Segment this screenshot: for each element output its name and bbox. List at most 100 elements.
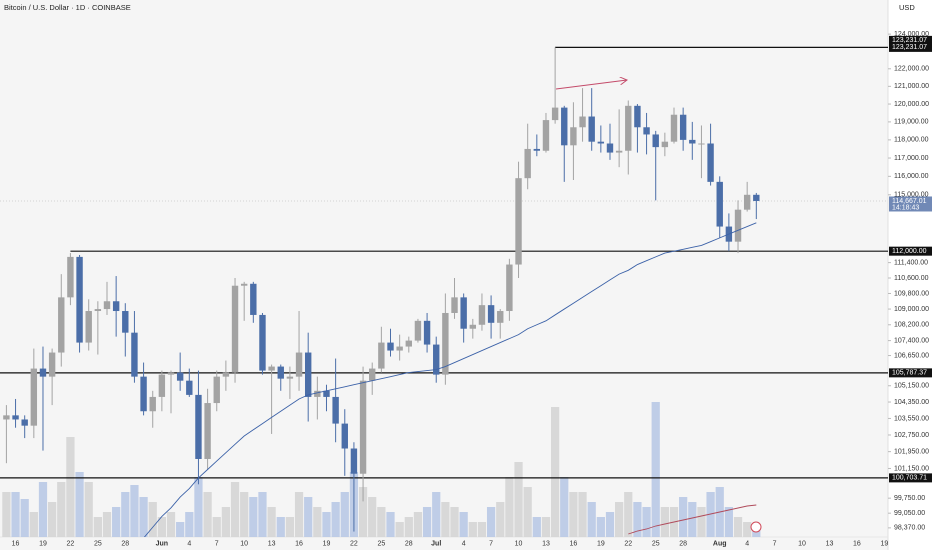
y-tick-label: 103,550.00 xyxy=(894,415,929,422)
candle-body xyxy=(442,312,449,375)
volume-bar xyxy=(404,517,413,537)
x-tick-label: 13 xyxy=(826,540,834,547)
candle-body xyxy=(323,390,330,397)
x-tick-label: 19 xyxy=(597,540,605,547)
volume-bar xyxy=(112,507,121,537)
y-tick-label: 122,000.00 xyxy=(894,66,929,73)
y-tick-label: 111,400.00 xyxy=(894,259,928,266)
volume-bar xyxy=(733,517,743,537)
x-tick-label: 16 xyxy=(12,540,20,547)
candle-body xyxy=(112,301,120,312)
x-tick-label: 22 xyxy=(67,540,75,547)
level-label-bg xyxy=(889,42,932,52)
candle-body xyxy=(433,344,440,375)
volume-bar xyxy=(75,472,84,537)
level-label-bg xyxy=(889,368,932,378)
x-tick-label: 4 xyxy=(187,540,191,547)
volume-bar xyxy=(148,502,157,537)
y-tick-label: 109,000.00 xyxy=(894,306,929,313)
x-tick-label: 16 xyxy=(570,540,578,547)
volume-bar xyxy=(313,507,322,537)
level-label-box: 100,703.71 xyxy=(889,473,932,483)
volume-bar xyxy=(185,512,194,537)
candle-body xyxy=(634,105,641,128)
volume-bar xyxy=(505,477,514,537)
volume-bar xyxy=(724,507,733,537)
volume-bar xyxy=(450,507,459,537)
volume-bar xyxy=(624,492,633,537)
level-label: 112,000.00 xyxy=(892,248,927,255)
candle-body xyxy=(414,320,422,341)
candle-body xyxy=(405,340,412,347)
volume-bar xyxy=(322,512,331,537)
candle-body xyxy=(176,372,184,381)
candle-body xyxy=(487,305,495,323)
candle-body xyxy=(277,366,284,379)
candle-body xyxy=(542,120,550,151)
y-tick-label: 98,370.00 xyxy=(894,525,925,532)
volume-bar xyxy=(550,407,560,537)
y-tick-label: 117,000.00 xyxy=(894,155,929,162)
event-icon[interactable] xyxy=(750,521,762,533)
volume-bar xyxy=(340,492,349,537)
volume-bar xyxy=(249,497,258,537)
trend-arrow xyxy=(555,80,627,90)
level-label-bg xyxy=(889,473,932,483)
y-tick-label: 115,000.00 xyxy=(894,192,929,199)
x-tick-label: 19 xyxy=(880,540,888,547)
candle-body xyxy=(213,376,220,404)
candle-body xyxy=(359,380,367,474)
y-tick-label: 104,350.00 xyxy=(894,399,929,406)
volume-bar xyxy=(706,492,715,537)
volume-bar xyxy=(2,492,11,537)
candle-body xyxy=(423,320,431,345)
volume-bar xyxy=(57,482,66,537)
currency-label: USD xyxy=(899,3,915,12)
volume-bar xyxy=(102,512,112,537)
y-tick-label: 120,000.00 xyxy=(894,101,929,108)
x-tick-label: 10 xyxy=(798,540,806,547)
candle-body xyxy=(369,368,376,381)
candle-body xyxy=(615,150,623,153)
candle-body xyxy=(67,256,74,298)
countdown-label: 14:18:43 xyxy=(892,204,919,211)
level-label-box: 105,787.37 xyxy=(889,368,932,378)
volume-bar xyxy=(331,502,340,537)
candle-body xyxy=(378,342,385,369)
candle-body xyxy=(497,311,504,323)
y-tick-label: 106,650.00 xyxy=(894,352,929,359)
y-tick-label: 110,600.00 xyxy=(894,275,929,282)
y-tick-label: 119,000.00 xyxy=(894,119,929,126)
candle-body xyxy=(21,419,28,426)
candle-body xyxy=(250,283,257,315)
volume-bar xyxy=(157,517,166,537)
level-label-box: 112,000.00 xyxy=(889,246,932,256)
volume-bar xyxy=(368,497,377,537)
x-tick-label: Aug xyxy=(713,540,727,547)
volume-bar xyxy=(578,492,587,537)
volume-bar xyxy=(523,487,532,537)
volume-bar xyxy=(84,482,93,537)
candle-body xyxy=(597,141,605,144)
volume-bar xyxy=(276,517,285,537)
candle-body xyxy=(524,148,531,179)
volume-bar xyxy=(441,502,450,537)
volume-bar xyxy=(11,492,20,537)
x-tick-label: 16 xyxy=(295,540,303,547)
volume-bar xyxy=(285,517,295,537)
volume-bar xyxy=(221,507,231,537)
y-tick-label: 99,750.00 xyxy=(894,495,925,502)
volume-bar xyxy=(596,517,605,537)
x-tick-label: 22 xyxy=(624,540,632,547)
volume-bar xyxy=(230,482,240,537)
volume-bar xyxy=(486,507,496,537)
candle-body xyxy=(533,148,541,151)
level-label: 105,787.37 xyxy=(892,370,927,377)
x-tick-label: 25 xyxy=(652,540,660,547)
candle-body xyxy=(131,332,138,377)
volume-bar xyxy=(633,502,642,537)
x-tick-label: 7 xyxy=(773,540,777,547)
high-label: 123,231.07 xyxy=(892,37,927,44)
y-tick-label: 118,000.00 xyxy=(894,137,929,144)
volume-bar xyxy=(194,477,203,537)
